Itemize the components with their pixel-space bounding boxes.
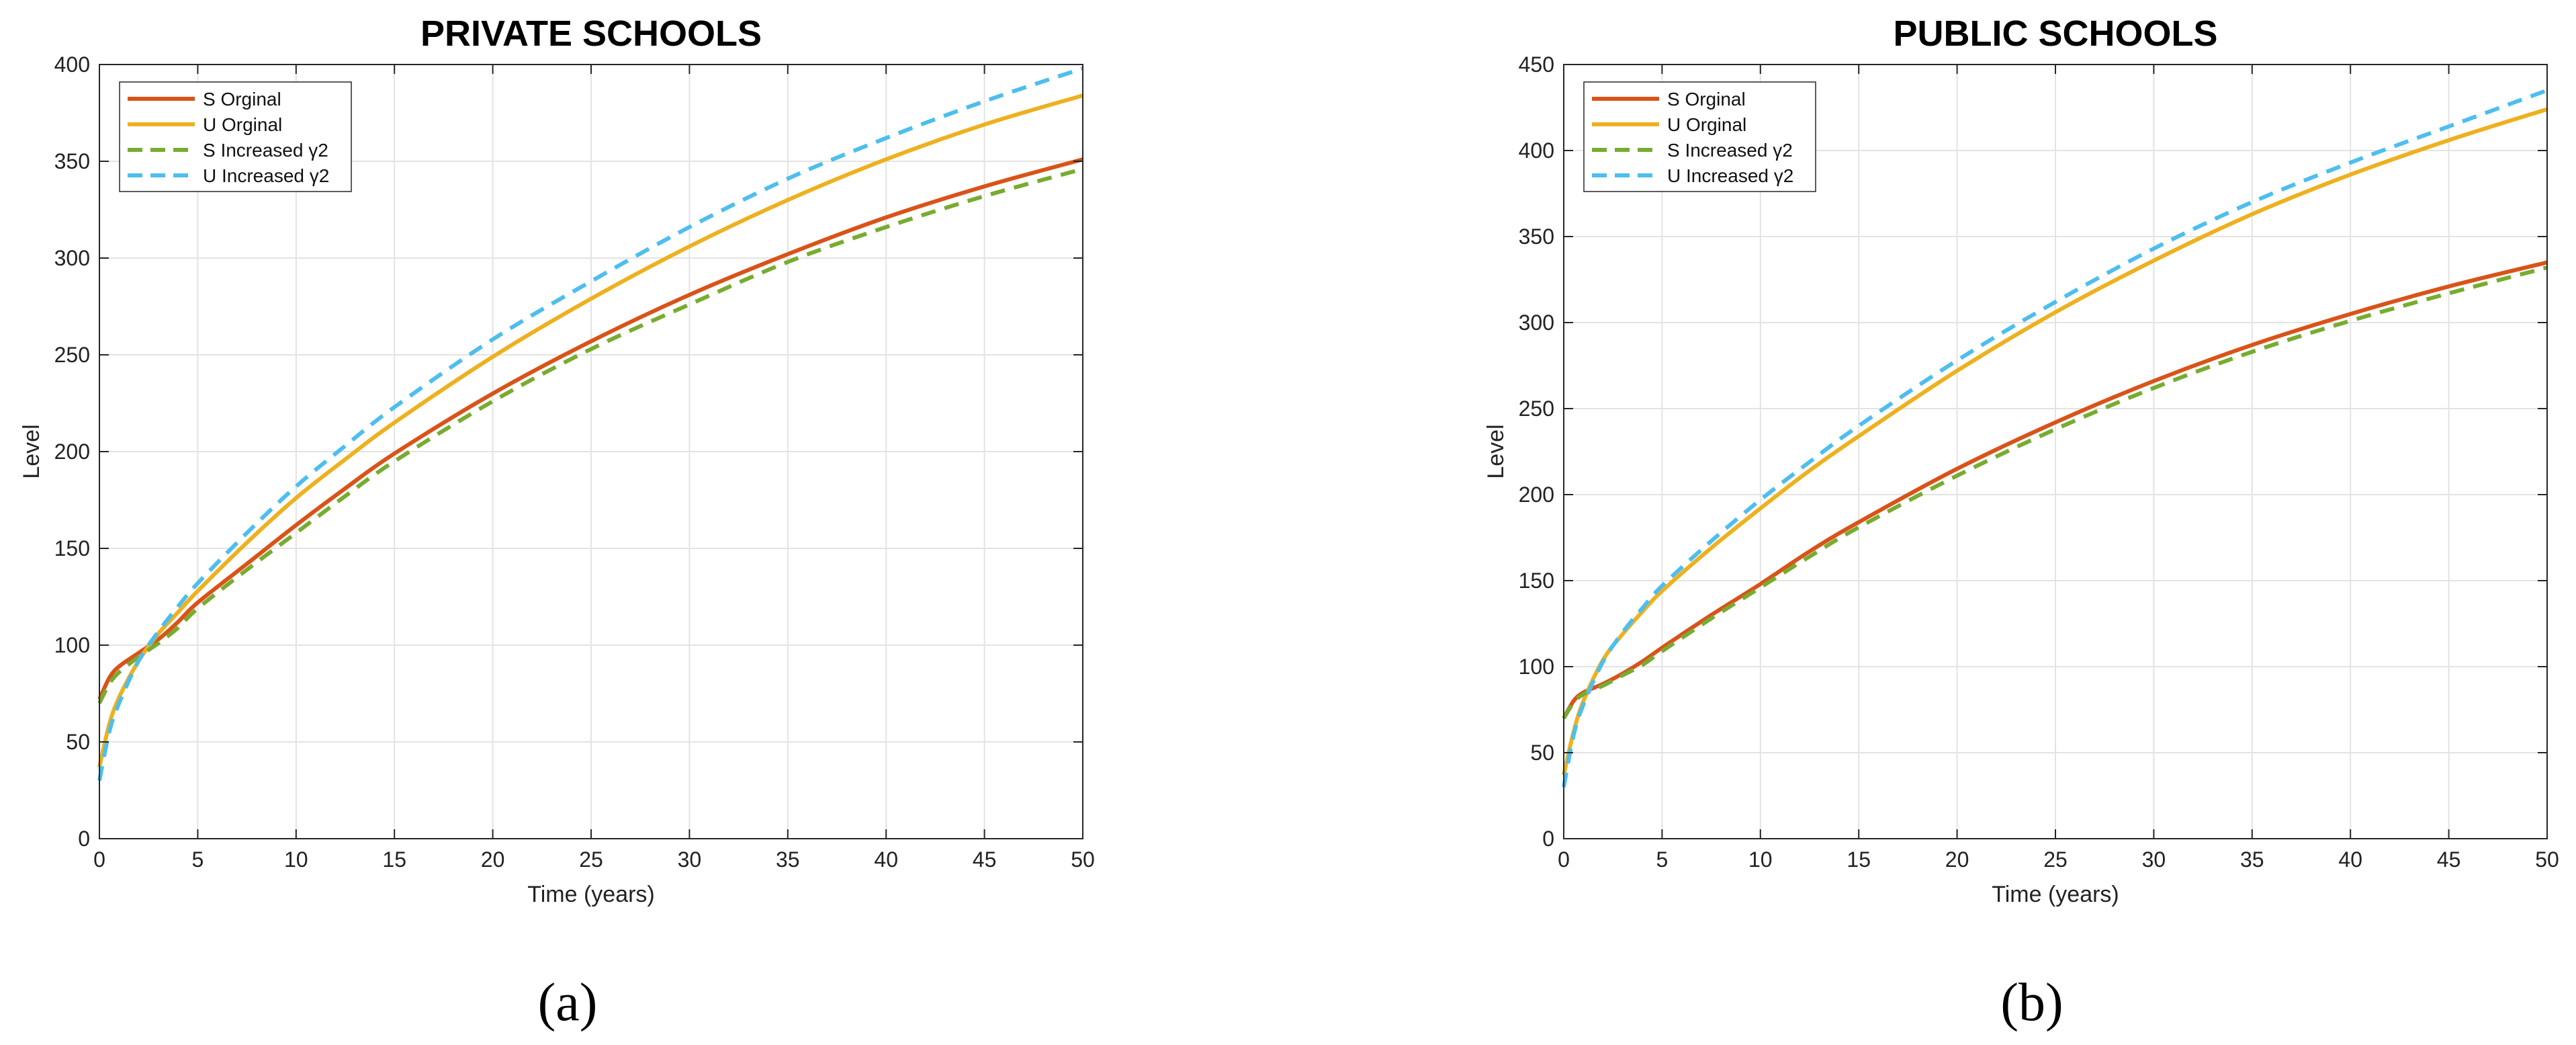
- panel-public-schools: PUBLIC SCHOOLS 0 5 10 15 20 25 30 35 40 45 50 0 50 10…: [1483, 13, 2559, 1032]
- x-tick-label: 5: [192, 847, 204, 872]
- y-tick-label: 300: [1519, 310, 1554, 335]
- y-tick-label: 450: [1519, 52, 1554, 77]
- y-axis-label: Level: [1483, 424, 1509, 478]
- legend-label-u-increased: U Increased γ2: [203, 165, 329, 186]
- x-tick-label: 5: [1656, 847, 1669, 872]
- caption-b: (b): [2000, 973, 2063, 1032]
- y-tick-label: 350: [54, 149, 90, 173]
- x-tick-label: 15: [382, 847, 406, 872]
- x-tick-label: 45: [973, 847, 997, 872]
- series-line-u-increased: [1562, 88, 2548, 788]
- y-tick-label: 250: [1519, 396, 1554, 421]
- y-tick-label: 250: [54, 343, 90, 367]
- y-tick-label: 150: [54, 536, 90, 560]
- series-line-u-increased: [97, 66, 1083, 782]
- legend-label-u-original: U Orginal: [1667, 114, 1746, 135]
- y-tick-label: 0: [78, 827, 90, 851]
- y-tick-label: 200: [54, 440, 90, 464]
- y-tick-label: 100: [54, 633, 90, 657]
- y-tick-label: 400: [1519, 138, 1554, 163]
- y-tick-label: 300: [54, 246, 90, 270]
- x-axis-label: Time (years): [527, 882, 655, 907]
- x-tick-label: 0: [1558, 847, 1570, 872]
- x-tick-label: 25: [579, 847, 603, 872]
- chart-title: PUBLIC SCHOOLS: [1893, 13, 2217, 54]
- legend-label-u-original: U Orginal: [203, 114, 282, 135]
- x-tick-label: 35: [2240, 847, 2264, 872]
- axis-ticks: 0 5 10 15 20 25 30 35 40 45 50 0 50 100 150 200 250 300 35…: [54, 52, 1095, 872]
- y-tick-label: 50: [1530, 741, 1554, 765]
- series-line-s-original: [1562, 260, 2548, 720]
- y-tick-label: 100: [1519, 655, 1554, 679]
- legend: S Orginal U Orginal S Increased γ2 U Inc…: [119, 81, 352, 192]
- series-line-s-increased: [97, 167, 1083, 704]
- legend-label-s-increased: S Increased γ2: [203, 140, 328, 161]
- legend-label-s-original: S Orginal: [1667, 89, 1746, 110]
- legend-label-u-increased: U Increased γ2: [1667, 165, 1793, 186]
- x-tick-label: 20: [1945, 847, 1969, 872]
- x-tick-label: 40: [874, 847, 898, 872]
- caption-a: (a): [538, 973, 598, 1032]
- axis-ticks: 0 5 10 15 20 25 30 35 40 45 50 0 50 100 150 200 250 300 35…: [1519, 52, 2559, 872]
- y-tick-label: 350: [1519, 224, 1554, 249]
- legend-label-s-increased: S Increased γ2: [1667, 140, 1793, 161]
- y-axis-label: Level: [19, 424, 44, 478]
- legend: S Orginal U Orginal S Increased γ2 U Inc…: [1583, 81, 1816, 192]
- y-tick-label: 50: [66, 730, 90, 754]
- y-tick-label: 400: [54, 52, 90, 77]
- series-line-s-increased: [1562, 265, 2548, 720]
- y-tick-label: 200: [1519, 483, 1554, 507]
- x-tick-label: 30: [2142, 847, 2166, 872]
- series-lines: [1562, 88, 2548, 788]
- x-tick-label: 40: [2338, 847, 2362, 872]
- x-tick-label: 50: [2535, 847, 2559, 872]
- x-tick-label: 25: [2043, 847, 2068, 872]
- chart-title: PRIVATE SCHOOLS: [420, 13, 762, 54]
- x-tick-label: 35: [776, 847, 800, 872]
- x-tick-label: 45: [2437, 847, 2461, 872]
- y-tick-label: 150: [1519, 569, 1554, 593]
- x-axis-label: Time (years): [1992, 882, 2119, 907]
- x-tick-label: 50: [1071, 847, 1095, 872]
- x-tick-label: 20: [481, 847, 505, 872]
- panel-private-schools: PRIVATE SCHOOLS 0 5 10 15 20 25 30 35 40 45 50 0 50 1…: [19, 13, 1095, 1032]
- x-tick-label: 15: [1847, 847, 1871, 872]
- x-tick-label: 30: [678, 847, 702, 872]
- legend-label-s-original: S Orginal: [203, 89, 281, 110]
- series-lines: [97, 66, 1083, 782]
- x-tick-label: 10: [284, 847, 308, 872]
- y-tick-label: 0: [1542, 827, 1554, 851]
- x-tick-label: 10: [1748, 847, 1773, 872]
- x-tick-label: 0: [93, 847, 105, 872]
